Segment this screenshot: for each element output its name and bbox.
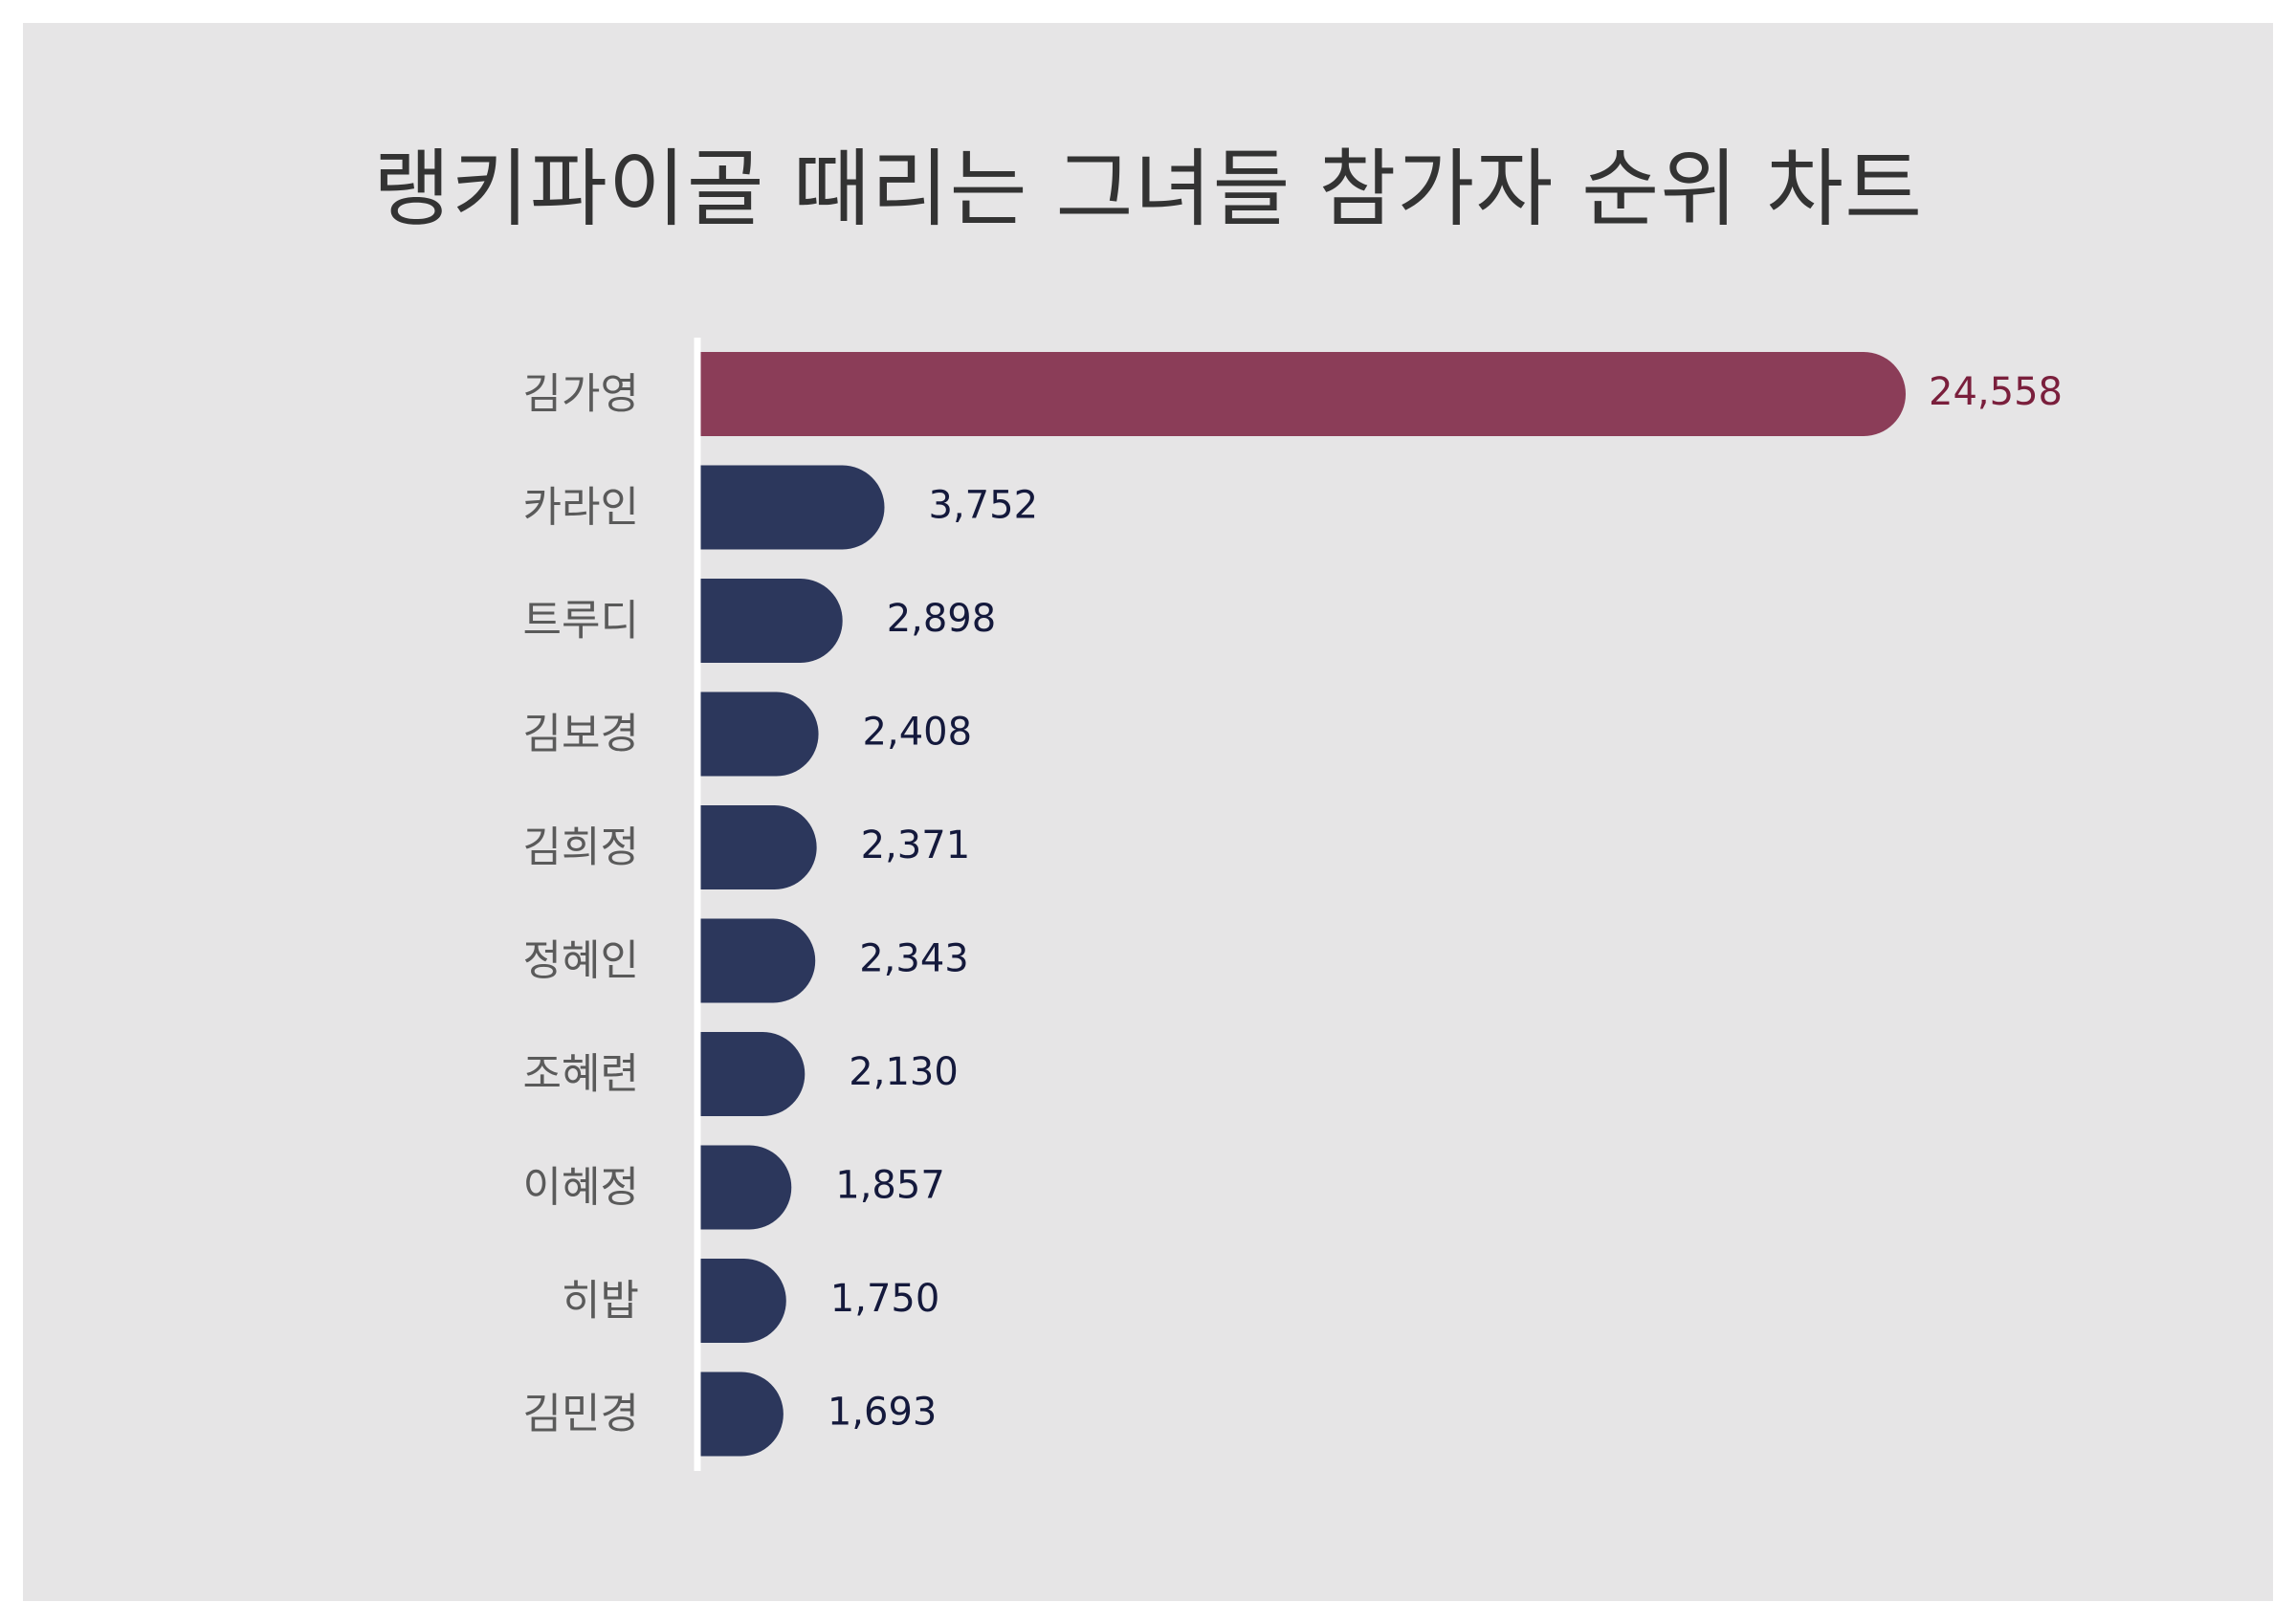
category-label: 히밥 — [562, 1277, 639, 1326]
bar-5 — [700, 805, 817, 889]
value-label: 3,752 — [929, 484, 1039, 528]
category-label: 카라인 — [523, 483, 639, 532]
category-label: 김보경 — [523, 710, 639, 758]
value-label: 1,750 — [830, 1277, 940, 1321]
category-label: 김가영 — [523, 370, 639, 419]
value-label: 2,898 — [887, 597, 997, 641]
value-label: 2,371 — [861, 823, 971, 867]
bar-3 — [700, 579, 843, 663]
bar-1 — [700, 352, 1906, 436]
chart-panel — [23, 23, 2273, 1601]
value-label: 2,343 — [859, 937, 969, 981]
value-label: 1,857 — [835, 1164, 945, 1208]
bar-4 — [700, 691, 819, 777]
category-label: 트루디 — [523, 597, 639, 646]
bar-2 — [700, 465, 885, 550]
category-label: 정혜인 — [523, 936, 639, 985]
bar-6 — [700, 918, 816, 1003]
value-label: 2,130 — [849, 1050, 959, 1094]
bar-8 — [700, 1145, 792, 1230]
bar-10 — [700, 1372, 784, 1457]
bar-7 — [700, 1032, 806, 1116]
category-label: 김민경 — [523, 1390, 639, 1438]
category-label: 이혜정 — [523, 1163, 639, 1212]
bar-9 — [700, 1259, 786, 1343]
value-label: 24,558 — [1929, 370, 2063, 414]
category-label: 조혜련 — [523, 1050, 639, 1099]
value-label: 1,693 — [828, 1391, 938, 1435]
category-label: 김희정 — [523, 823, 639, 872]
value-label: 2,408 — [863, 711, 973, 755]
chart-title: 랭키파이골 때리는 그녀들 참가자 순위 차트 — [372, 140, 1924, 238]
